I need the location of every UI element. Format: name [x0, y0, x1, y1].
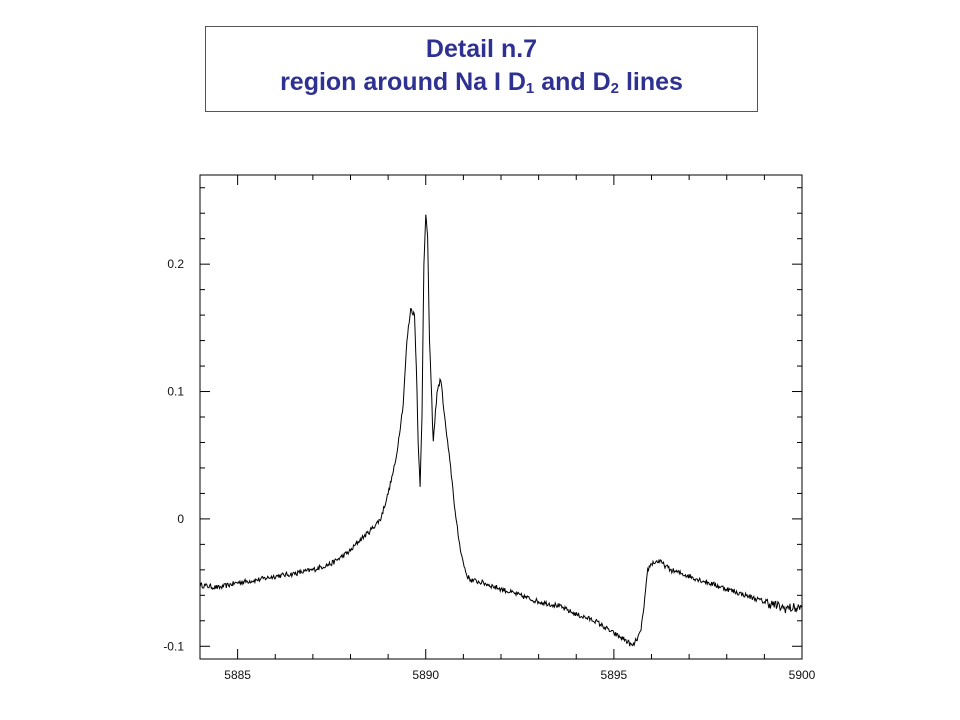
d2-subscript: 2 — [610, 79, 620, 97]
x-tick-label: 5895 — [601, 668, 628, 682]
y-tick-label: -0.1 — [163, 639, 184, 653]
tick-labels: 5885 5890 5895 5900 -0.1 0 0.1 0.2 — [163, 257, 815, 682]
chart-title-line2: region around Na I D1 and D2 lines — [206, 66, 757, 99]
plot-frame — [199, 174, 803, 660]
y-tick-label: 0 — [177, 512, 184, 526]
y-tick-label: 0.2 — [167, 257, 184, 271]
x-tick-label: 5890 — [412, 668, 439, 682]
tick-marks — [199, 175, 803, 659]
spectrum-line — [199, 214, 803, 647]
d1-subscript: 1 — [525, 79, 535, 97]
title-prefix: region around Na I D — [280, 67, 526, 96]
chart-title-line1: Detail n.7 — [425, 35, 538, 63]
x-tick-label: 5885 — [224, 668, 251, 682]
y-tick-label: 0.1 — [167, 385, 184, 399]
title-suffix: lines — [619, 67, 683, 96]
title-mid: and D — [534, 67, 611, 96]
chart-title-box: Detail n.7 region around Na I D1 and D2 … — [205, 26, 758, 112]
x-tick-label: 5900 — [789, 668, 816, 682]
